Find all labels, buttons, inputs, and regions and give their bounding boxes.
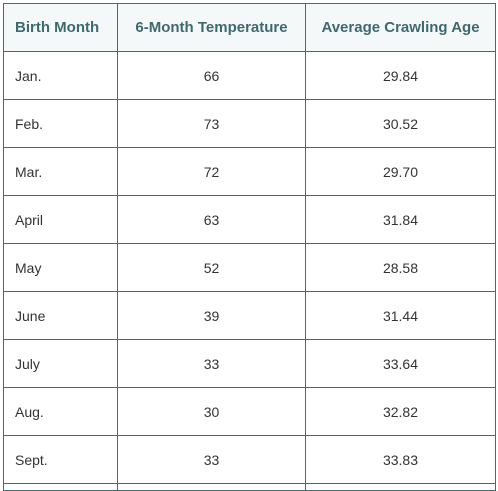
cell-birth-month: Mar. [3,147,118,196]
cell-temperature: 66 [117,51,306,100]
table-row: April 63 31.84 [3,195,496,244]
cell-birth-month: Aug. [3,387,118,436]
table-row: May 52 28.58 [3,243,496,292]
table-row: Aug. 30 32.82 [3,387,496,436]
cell-birth-month: April [3,195,118,244]
table-row: June 39 31.44 [3,291,496,340]
cell-temperature: 73 [117,99,306,148]
cell-partial [3,483,118,491]
table-row: July 33 33.64 [3,339,496,388]
cell-crawling-age: 32.82 [305,387,496,436]
cell-birth-month: May [3,243,118,292]
table-row: Mar. 72 29.70 [3,147,496,196]
cell-temperature: 39 [117,291,306,340]
cell-partial [305,483,496,491]
table-row: Sept. 33 33.83 [3,435,496,484]
cell-crawling-age: 33.64 [305,339,496,388]
cell-temperature: 72 [117,147,306,196]
cell-birth-month: June [3,291,118,340]
cell-crawling-age: 33.83 [305,435,496,484]
cell-crawling-age: 31.84 [305,195,496,244]
table-row-partial [3,483,496,491]
cell-crawling-age: 30.52 [305,99,496,148]
header-6-month-temperature: 6-Month Temperature [117,3,306,52]
cell-crawling-age: 28.58 [305,243,496,292]
cell-temperature: 30 [117,387,306,436]
header-average-crawling-age: Average Crawling Age [305,3,496,52]
cell-crawling-age: 29.70 [305,147,496,196]
cell-crawling-age: 31.44 [305,291,496,340]
crawling-age-table: Birth Month 6-Month Temperature Average … [3,3,496,491]
cell-temperature: 63 [117,195,306,244]
cell-temperature: 33 [117,339,306,388]
header-birth-month: Birth Month [3,3,118,52]
cell-birth-month: Feb. [3,99,118,148]
cell-crawling-age: 29.84 [305,51,496,100]
cell-temperature: 52 [117,243,306,292]
cell-birth-month: Sept. [3,435,118,484]
header-row: Birth Month 6-Month Temperature Average … [3,3,496,52]
cell-partial [117,483,306,491]
table-row: Feb. 73 30.52 [3,99,496,148]
cell-birth-month: July [3,339,118,388]
cell-birth-month: Jan. [3,51,118,100]
cell-temperature: 33 [117,435,306,484]
table-row: Jan. 66 29.84 [3,51,496,100]
